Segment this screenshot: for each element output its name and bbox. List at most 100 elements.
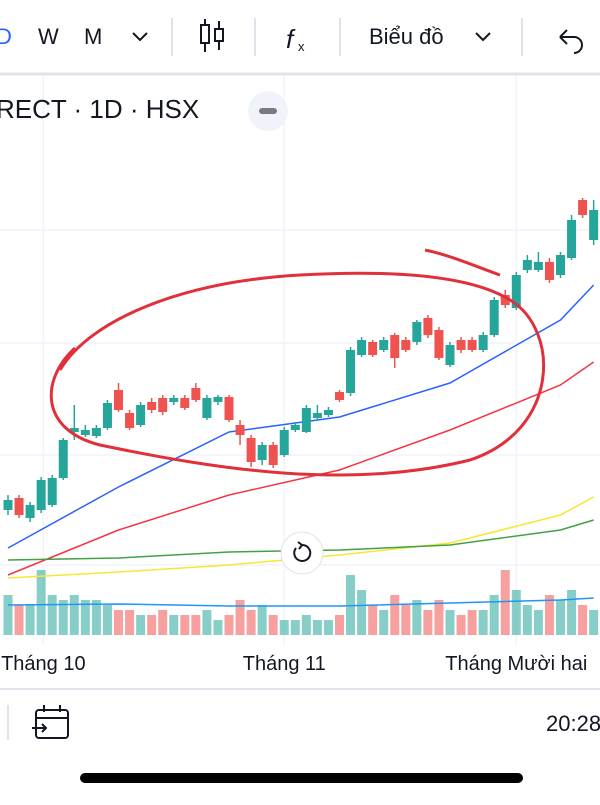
volume-bar [401,605,411,635]
symbol-label: RECT · 1D · HSX [0,94,199,124]
volume-bar [456,615,466,635]
volume-bar [467,610,477,635]
volume-bar [14,605,24,635]
volume-bar [25,605,35,635]
reset-button[interactable] [280,531,324,575]
volume-bar [91,600,101,635]
clock: 20:28 [546,711,600,736]
candle-body [47,478,57,505]
chevron[interactable] [132,32,148,42]
volume-bar [589,610,599,635]
date-range-button[interactable] [32,705,69,739]
candle-body [36,480,46,510]
volume-bar [357,590,367,635]
x-tick-label: Tháng 10 [1,653,86,675]
candle-body [533,262,543,270]
volume-bar [257,605,267,635]
candle-body [3,500,13,510]
candle-body [412,322,422,342]
volume-bar [169,615,179,635]
candle-body [147,402,157,410]
volume-bar [434,600,444,635]
volume-bar [69,595,79,635]
volume-bar [423,610,433,635]
volume-bar [533,610,543,635]
candle-body [544,262,554,280]
volume-bar [312,620,322,635]
volume-bar [191,615,201,635]
candle-body [202,398,212,418]
candle-body [224,397,234,420]
candle-body [69,428,79,432]
volume-bar [511,590,521,635]
volume-ma-line [7,597,594,607]
volume-bar [147,615,157,635]
candle-body [268,445,278,465]
chart-menu[interactable]: Biểu đồ [369,24,444,49]
candle-body [169,398,179,402]
candle-body [125,413,135,428]
candle-body [114,390,123,410]
interval-button[interactable]: D [0,24,12,49]
toolbar: D W M f x Biểu đồ [0,18,600,76]
volume-bar [489,595,499,635]
candle-body [500,295,510,305]
volume-bar [246,610,256,635]
candle-body [346,350,356,393]
volume-bar [213,620,223,635]
volume-bar [136,615,146,635]
x-tick-label: Tháng Mười hai [445,653,587,675]
home-indicator [80,773,523,783]
candle-body [368,342,378,355]
volume-bar [36,570,46,635]
volume-bar [390,595,400,635]
candle-body [357,340,367,355]
candle-body [556,255,565,275]
candle-body [390,335,400,358]
candle-body [478,335,488,350]
ma-line [7,519,594,561]
candle-body [290,425,300,430]
candle-body [91,428,101,436]
volume-bar [445,610,455,635]
ma-line [7,361,595,576]
volume-bar [578,605,588,635]
volume-bar [556,600,565,635]
candle-body [467,340,477,350]
candle-body [312,413,322,418]
candle-icon[interactable] [200,19,224,52]
candle-body [489,300,499,335]
interval-button[interactable]: M [84,24,102,49]
volume-bar [544,595,554,635]
candle-body [401,340,411,350]
candle-body [246,438,256,462]
volume-bar [235,600,245,635]
candle-body [522,260,532,270]
candle-body [235,425,245,435]
candle-body [445,345,455,365]
interval-button[interactable]: W [38,24,59,49]
candle-body [589,210,599,240]
indicator-icon[interactable]: f [286,24,296,54]
chevron[interactable] [475,32,491,42]
volume-bar [58,600,68,635]
annotation-ellipse [49,248,546,477]
candle-body [323,410,333,415]
candle-body [136,405,146,425]
undo-button[interactable] [559,29,583,54]
volume-bar [290,620,300,635]
candle-body [158,398,168,412]
reset-icon [293,541,312,562]
candle-body [567,220,577,258]
candle-body [335,392,344,400]
volume-bar [301,615,311,635]
candle-body [80,430,90,435]
volume-bar [202,610,212,635]
indicator-icon: x [298,39,305,54]
ma-line [7,496,595,579]
candle-body [102,403,112,428]
candle-body [279,430,289,455]
volume-bar [567,590,577,635]
